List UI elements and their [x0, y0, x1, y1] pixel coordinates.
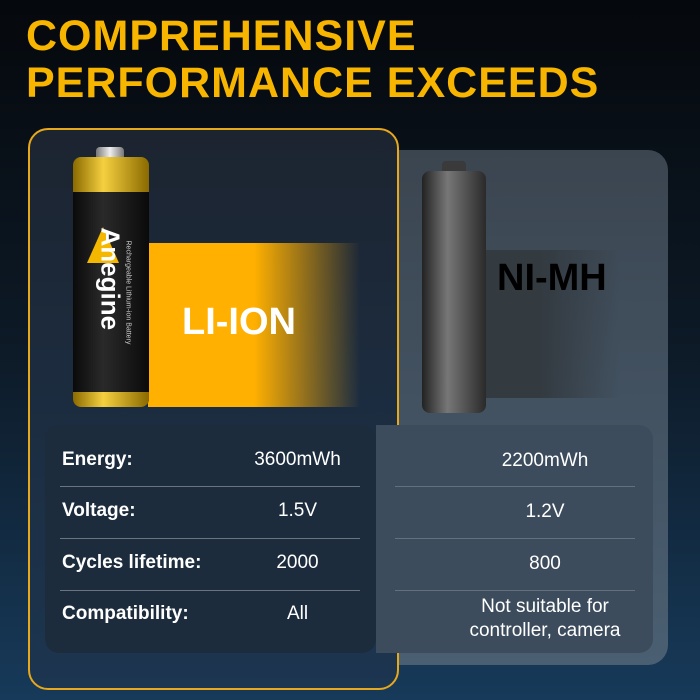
row-label: Cycles lifetime:	[62, 552, 202, 573]
nimh-value: 1.2V	[525, 501, 565, 522]
nimh-spec-table	[376, 425, 653, 653]
liion-label: LI-ION	[182, 301, 296, 343]
row-label: Energy:	[62, 449, 133, 470]
row-label: Voltage:	[62, 500, 136, 521]
liion-value: 3600mWh	[254, 449, 341, 470]
spec-row-energy: Energy: 3600mWh 2200mWh	[0, 449, 700, 501]
nimh-value: 800	[529, 553, 561, 574]
spec-row-cycles: Cycles lifetime: 2000 800	[0, 552, 700, 604]
headline-line-2: PERFORMANCE EXCEEDS	[26, 59, 600, 107]
liion-value: 2000	[276, 552, 319, 573]
headline-line-1: COMPREHENSIVE	[26, 12, 417, 60]
nimh-label: NI-MH	[497, 257, 607, 299]
spec-row-compatibility: Compatibility: All Not suitable for cont…	[0, 596, 700, 655]
brand-logo-icon	[87, 227, 119, 263]
battery-text: Rechargeable Lithium-ion Battery	[124, 240, 132, 345]
spec-row-voltage: Voltage: 1.5V 1.2V	[0, 500, 700, 552]
nimh-value: Not suitable for controller, camera	[469, 596, 621, 641]
nimh-value: 2200mWh	[501, 450, 589, 471]
liion-value: 1.5V	[277, 500, 318, 521]
liion-value: All	[286, 603, 309, 624]
battery-brand: Anegine	[95, 227, 126, 331]
liion-battery-image: Anegine Rechargeable Lithium-ion Battery	[73, 147, 149, 407]
row-label: Compatibility:	[62, 603, 189, 624]
liion-label-band: LI-ION	[148, 243, 360, 407]
nimh-label-band	[485, 250, 620, 398]
nimh-battery-image	[422, 161, 486, 413]
liion-spec-table	[45, 425, 376, 653]
